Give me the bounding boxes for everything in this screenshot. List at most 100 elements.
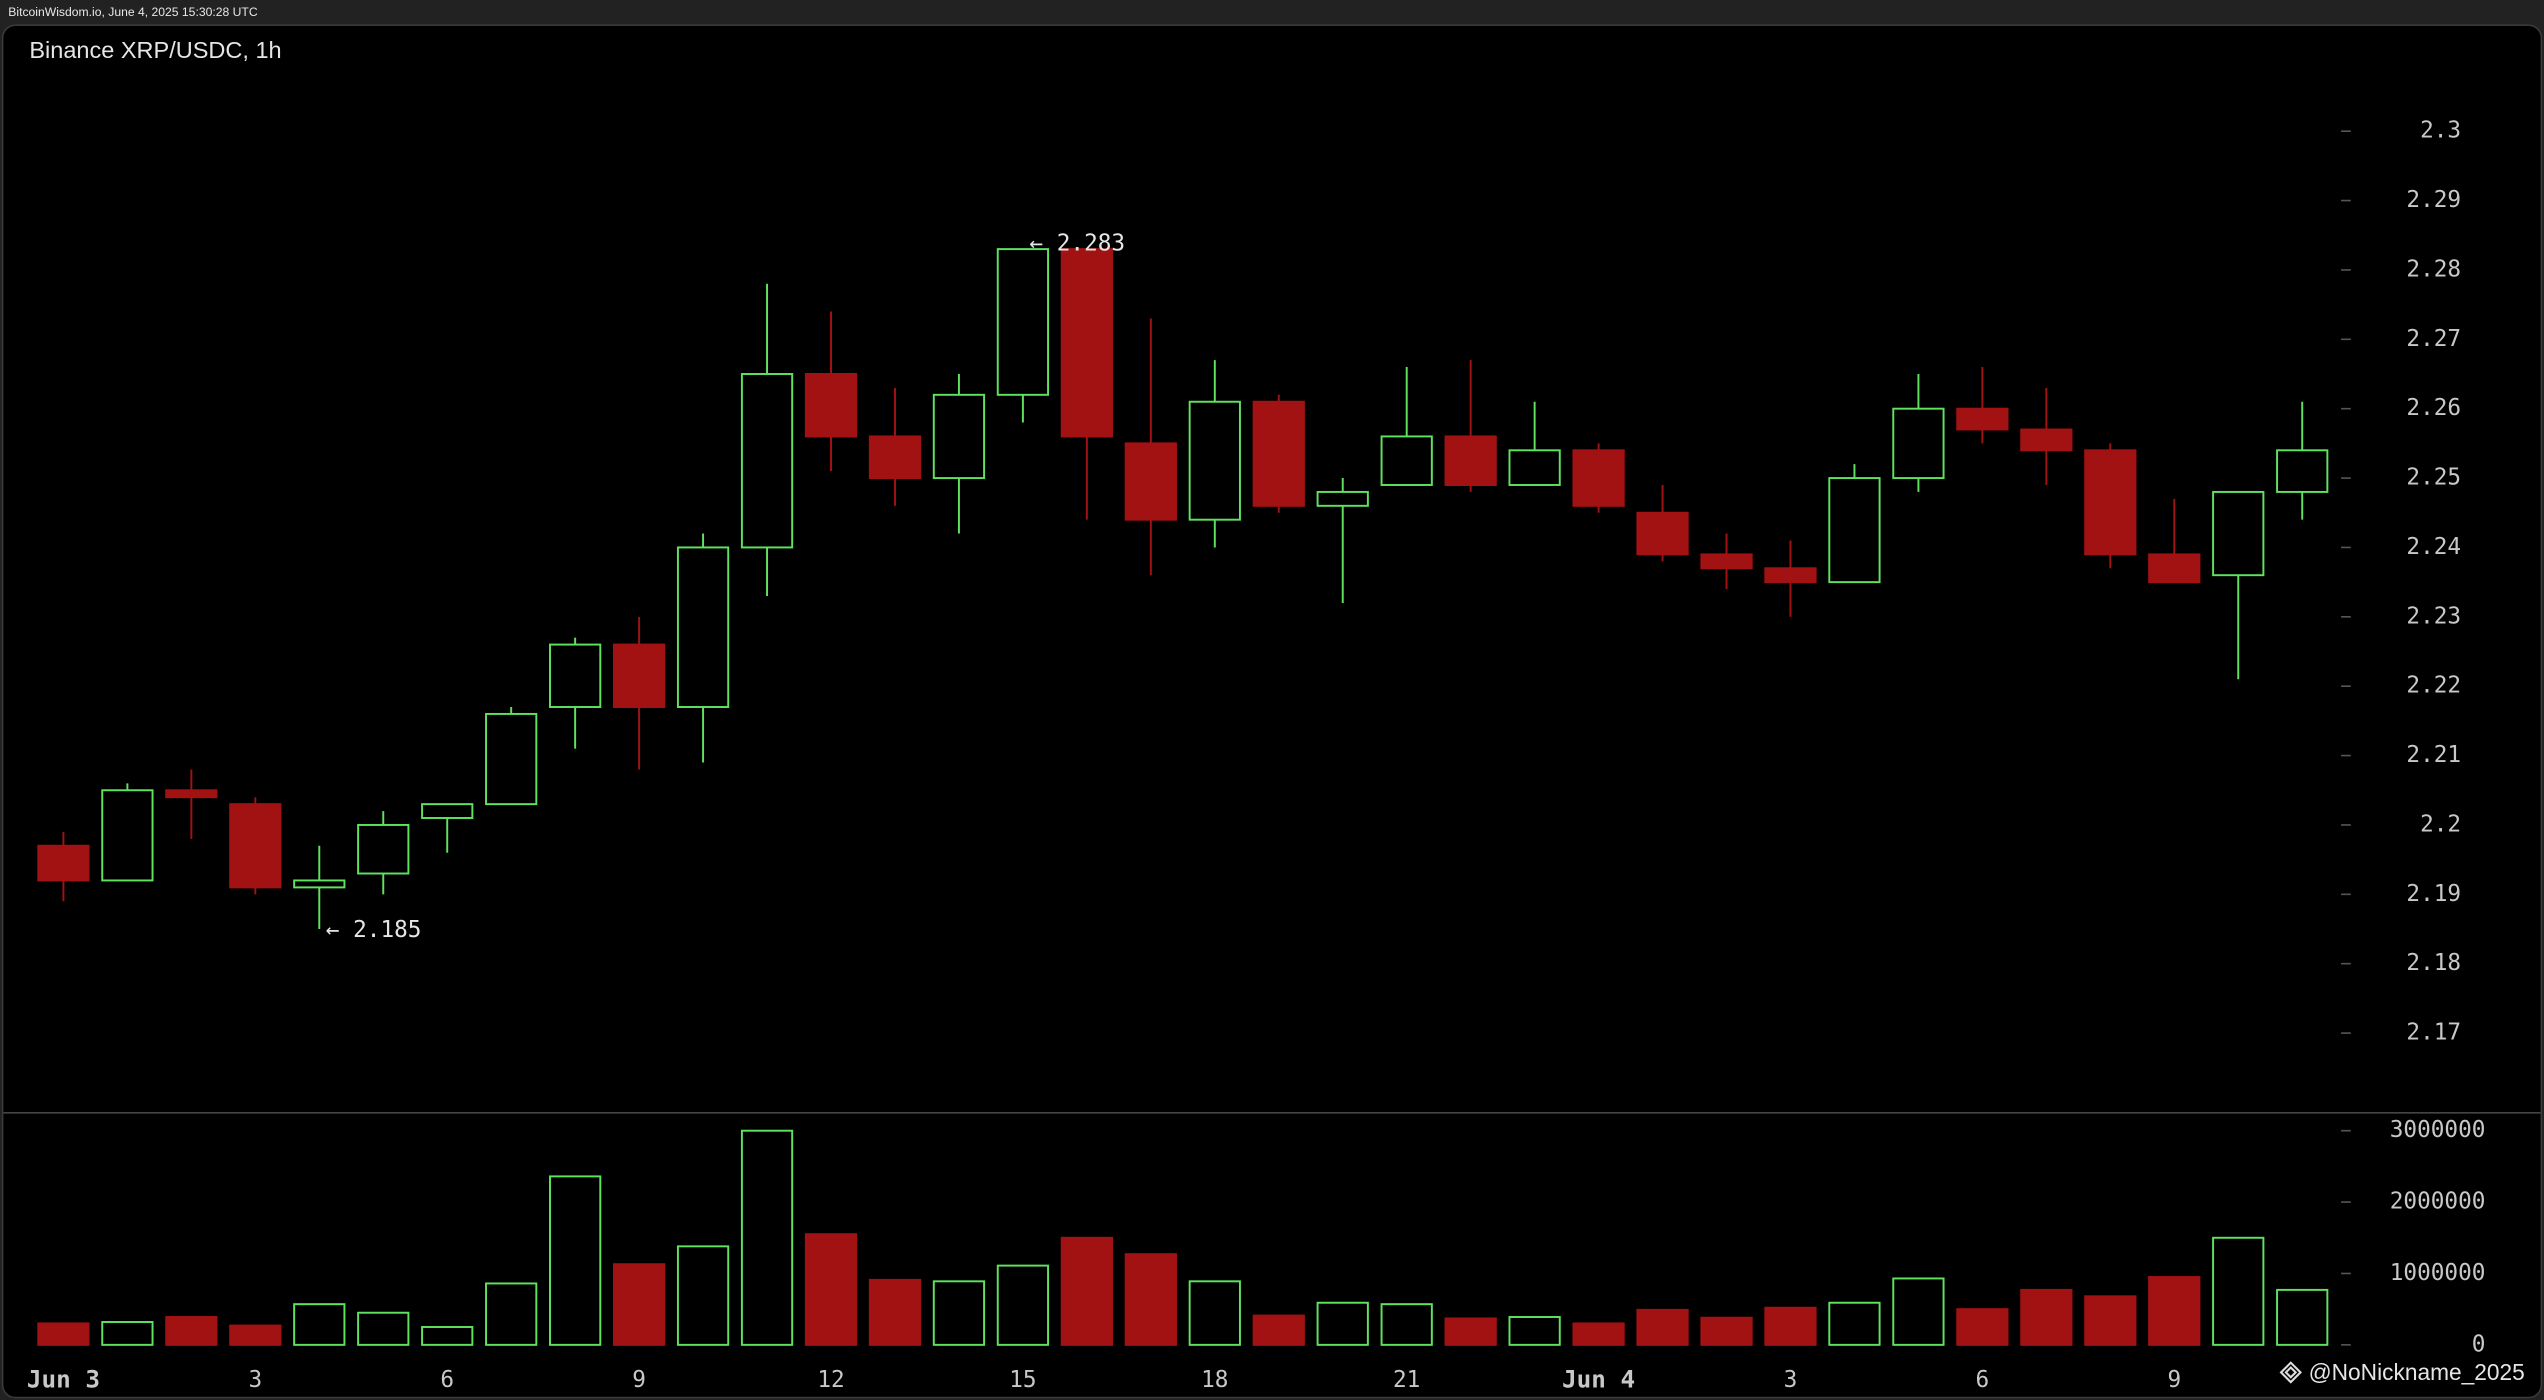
volume-tick-label: 2000000	[2390, 1189, 2486, 1215]
candle-body	[676, 546, 730, 708]
volume-bar	[1252, 1314, 1305, 1346]
candle-body	[1316, 490, 1369, 507]
volume-bar	[1380, 1303, 1433, 1346]
volume-bar	[2084, 1295, 2137, 1346]
high-annotation: ← 2.283	[1029, 231, 1125, 257]
x-tick-label: 21	[1393, 1367, 1420, 1393]
candle-body	[549, 643, 602, 708]
x-tick-label: 6	[440, 1367, 454, 1393]
y-tick-label: 2.23	[2406, 603, 2461, 629]
volume-bar	[165, 1316, 218, 1346]
candle-body	[1828, 477, 1881, 584]
y-tick-label: 2.18	[2406, 950, 2461, 976]
y-tick-label: 2.17	[2406, 1020, 2461, 1046]
candle-body	[357, 823, 410, 875]
volume-bar	[1060, 1236, 1113, 1346]
volume-bar	[1700, 1316, 1753, 1346]
volume-bar	[229, 1324, 282, 1346]
y-tick-label: 2.2	[2420, 811, 2461, 837]
y-tick-label: 2.22	[2406, 673, 2461, 699]
y-tick-label: 2.25	[2406, 465, 2461, 491]
volume-bar	[2148, 1276, 2201, 1346]
volume-bar	[101, 1321, 154, 1346]
volume-bar	[1316, 1301, 1369, 1346]
candle-body	[2276, 449, 2329, 493]
volume-bar	[932, 1280, 986, 1346]
y-tick-label: 2.24	[2406, 534, 2461, 560]
volume-tick-label: 1000000	[2390, 1260, 2486, 1286]
candle-body	[1188, 400, 1241, 521]
volume-bar	[868, 1278, 922, 1346]
x-tick-label: 9	[2167, 1367, 2181, 1393]
candle-body	[1060, 248, 1113, 438]
candle-body	[1892, 407, 1945, 480]
volume-bar	[1572, 1322, 1625, 1346]
volume-bar	[549, 1175, 602, 1346]
volume-bar	[2020, 1288, 2073, 1346]
volume-bar	[2276, 1288, 2329, 1346]
y-tick-label: 2.28	[2406, 256, 2461, 282]
volume-bar	[1764, 1306, 1817, 1346]
candle-body	[485, 712, 538, 806]
x-tick-label: 6	[1976, 1367, 1990, 1393]
candle-body	[1508, 449, 1561, 486]
volume-bar	[612, 1263, 666, 1346]
candle-body	[996, 248, 1050, 396]
x-tick-label: Jun 3	[27, 1365, 100, 1394]
volume-bar	[740, 1129, 794, 1346]
x-tick-label: 3	[248, 1367, 262, 1393]
y-tick-label: 2.26	[2406, 395, 2461, 421]
chart-panel	[1, 24, 2543, 1399]
volume-bar	[676, 1245, 730, 1346]
candle-body	[229, 803, 282, 889]
x-tick-label: 15	[1009, 1367, 1036, 1393]
candle-body	[1124, 442, 1177, 521]
volume-bar	[1828, 1301, 1881, 1346]
watermark: @NoNickname_2025	[2279, 1359, 2525, 1385]
y-tick-label: 2.3	[2420, 118, 2461, 144]
volume-bar	[804, 1233, 858, 1346]
candle-body	[2020, 428, 2073, 452]
candle-body	[740, 373, 794, 549]
volume-bar	[37, 1322, 90, 1346]
volume-tick-label: 0	[2472, 1331, 2486, 1357]
candle-body	[37, 844, 90, 882]
watermark-text: @NoNickname_2025	[2309, 1359, 2525, 1385]
low-annotation: ← 2.185	[326, 917, 422, 943]
volume-bar	[357, 1311, 410, 1346]
volume-bar	[1508, 1316, 1561, 1346]
candle-body	[868, 435, 922, 480]
candle-body	[612, 643, 666, 708]
candle-body	[2212, 490, 2265, 577]
x-tick-label: 12	[817, 1367, 844, 1393]
x-tick-label: Jun 4	[1562, 1365, 1635, 1394]
volume-bar	[2212, 1236, 2265, 1346]
volume-bar	[1444, 1317, 1497, 1346]
y-tick-label: 2.27	[2406, 326, 2461, 352]
candle-body	[804, 373, 858, 438]
candle-body	[1380, 435, 1433, 486]
volume-bar	[1892, 1277, 1945, 1346]
volume-bar	[485, 1282, 538, 1346]
candle-body	[1252, 400, 1305, 507]
candle-body	[1956, 407, 2009, 431]
x-tick-label: 3	[1784, 1367, 1798, 1393]
y-tick-label: 2.21	[2406, 742, 2461, 768]
candle-body	[165, 789, 218, 799]
volume-bar	[996, 1264, 1050, 1346]
candle-body	[293, 879, 346, 889]
volume-bar	[1124, 1253, 1177, 1346]
candle-body	[101, 789, 154, 882]
x-tick-label: 9	[632, 1367, 646, 1393]
candle-body	[421, 803, 474, 819]
candle-body	[1700, 553, 1753, 570]
watermark-icon	[2279, 1361, 2302, 1384]
y-tick-label: 2.29	[2406, 187, 2461, 213]
volume-bar	[1636, 1308, 1689, 1346]
candle-body	[1444, 435, 1497, 486]
header: BitcoinWisdom.io, June 4, 2025 15:30:28 …	[8, 5, 258, 19]
candle-body	[1572, 449, 1625, 507]
y-tick-label: 2.19	[2406, 881, 2461, 907]
